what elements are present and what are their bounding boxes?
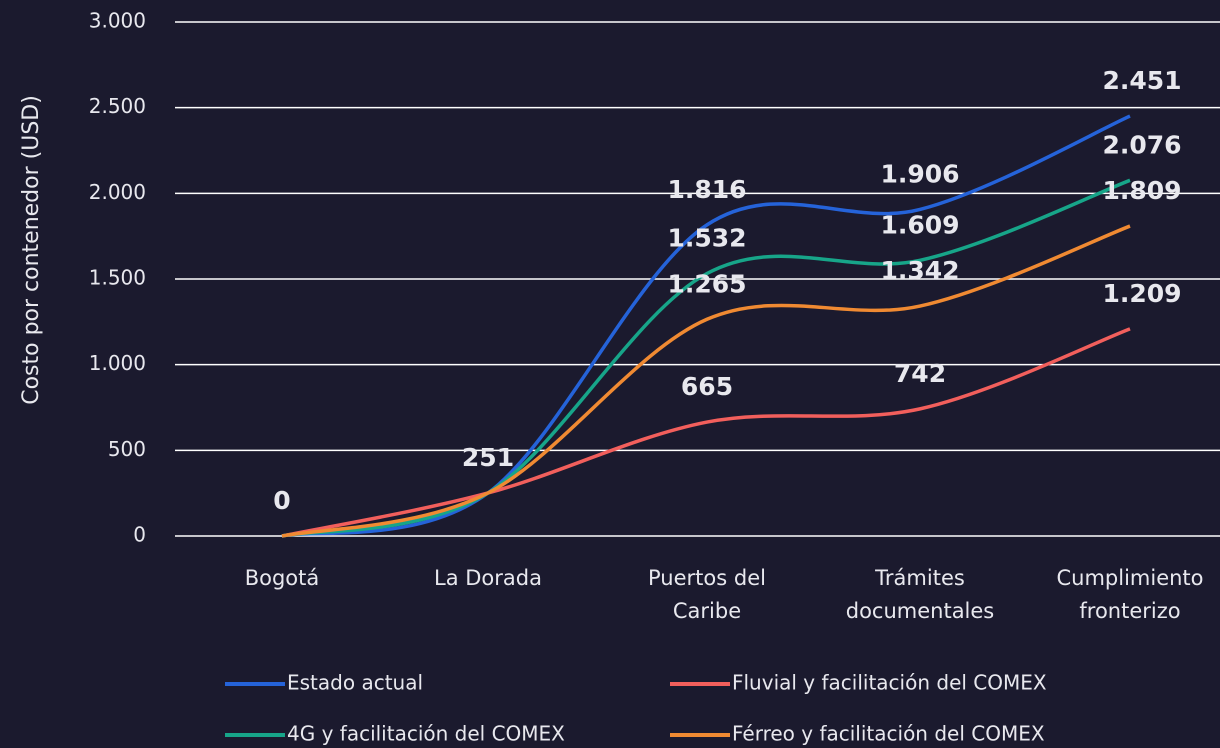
data-label: 1.265 (667, 269, 746, 298)
legend-label: Fluvial y facilitación del COMEX (732, 671, 1047, 695)
data-label: 1.209 (1102, 279, 1181, 308)
y-axis-label: Costo por contenedor (USD) (19, 95, 44, 405)
x-tick-label: Cumplimiento fronterizo (1056, 566, 1204, 623)
x-tick-label: Puertos del Caribe (648, 566, 766, 623)
x-tick-label: Bogotá (244, 566, 320, 590)
data-label: 1.809 (1102, 176, 1181, 205)
y-tick-label: 1.000 (89, 351, 146, 375)
legend-label: 4G y facilitación del COMEX (287, 722, 565, 746)
series-line (281, 224, 1131, 538)
data-label: 742 (894, 359, 946, 388)
series-line (281, 114, 1131, 538)
data-label: 2.076 (1102, 130, 1181, 159)
x-tick-label: La Dorada (434, 566, 542, 590)
data-label: 1.609 (880, 210, 959, 239)
y-tick-label: 2.500 (89, 94, 146, 118)
y-tick-label: 2.000 (89, 180, 146, 204)
y-tick-label: 0 (133, 523, 146, 547)
series-line (281, 327, 1131, 538)
data-label: 1.906 (880, 159, 959, 188)
data-label: 2.451 (1102, 66, 1181, 95)
data-label: 1.816 (667, 175, 746, 204)
x-tick-label: Trámites documentales (845, 566, 995, 623)
y-tick-label: 500 (108, 437, 146, 461)
legend-label: Férreo y facilitación del COMEX (732, 722, 1045, 746)
data-label: 1.342 (880, 256, 959, 285)
y-tick-label: 1.500 (89, 266, 146, 290)
data-label: 0 (273, 486, 290, 515)
series-line (281, 178, 1131, 538)
y-tick-label: 3.000 (89, 9, 146, 33)
data-label: 1.532 (667, 224, 746, 253)
data-label: 665 (681, 372, 733, 401)
data-label: 251 (462, 443, 514, 472)
legend-label: Estado actual (287, 671, 423, 695)
